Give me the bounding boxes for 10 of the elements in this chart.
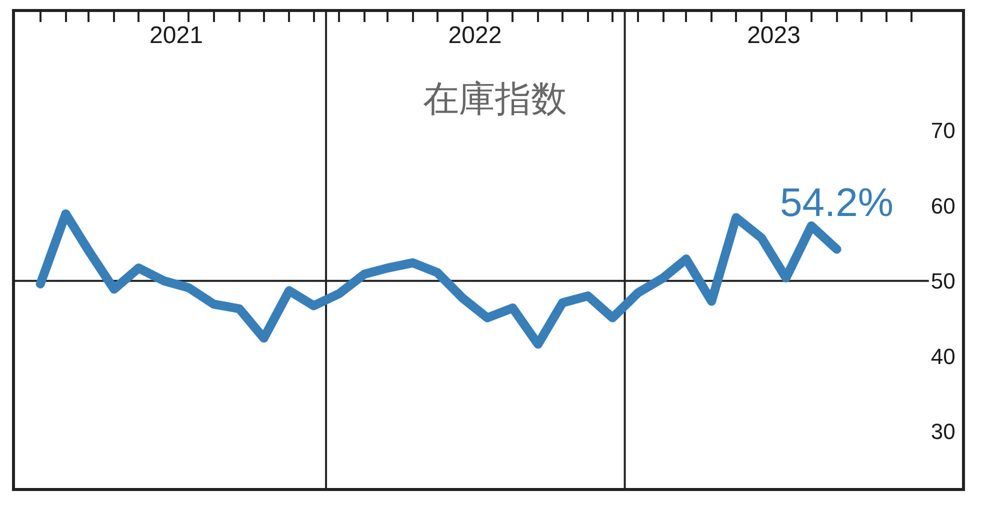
y-tick-label: 60 <box>930 193 956 218</box>
y-tick-label: 50 <box>930 268 956 294</box>
y-tick-label: 70 <box>930 118 956 143</box>
x-tick-label: 2023 <box>747 22 800 49</box>
y-tick-label: 40 <box>930 344 956 369</box>
x-tick-label: 2021 <box>150 22 203 49</box>
text: 在庫指数 <box>423 78 567 120</box>
x-tick-label: 2022 <box>448 22 502 49</box>
y-tick-label: 30 <box>930 419 956 444</box>
annotation: 54.2% <box>780 181 894 225</box>
